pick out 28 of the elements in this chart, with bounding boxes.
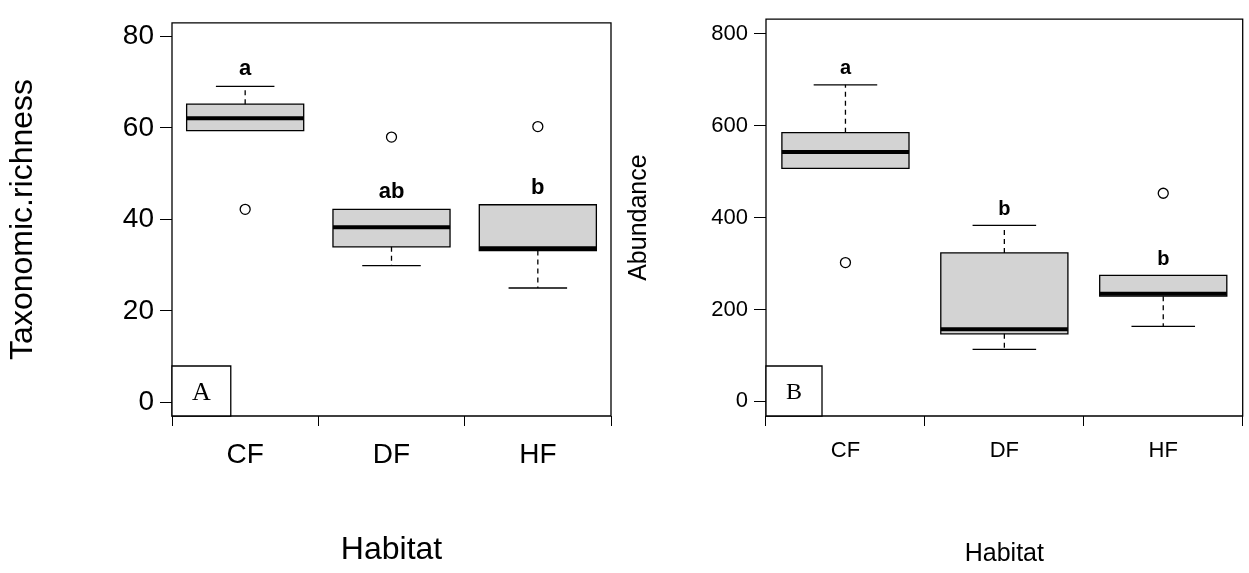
y-axis-title: Abundance xyxy=(622,154,651,281)
x-tick-label: DF xyxy=(372,437,411,469)
x-tick-label: HF xyxy=(1148,437,1178,463)
y-axis-title: Taxonomic.richness xyxy=(3,78,40,360)
y-tick-label: 0 xyxy=(138,385,154,416)
y-tick-label: 40 xyxy=(122,202,154,234)
x-axis-title: Habitat xyxy=(964,537,1045,566)
y-tick-label: 0 xyxy=(735,387,748,413)
y-tick-label: 60 xyxy=(122,110,154,142)
x-tick-label: DF xyxy=(989,437,1020,463)
annotation: b xyxy=(531,173,545,199)
x-tick-label: HF xyxy=(519,437,557,469)
annotation: a xyxy=(839,56,852,79)
y-tick-label: 200 xyxy=(711,295,748,321)
y-tick-label: 80 xyxy=(122,19,154,51)
x-axis-title: Habitat xyxy=(340,529,443,566)
x-tick-label: CF xyxy=(226,437,264,469)
annotation: ab xyxy=(378,178,405,204)
annotation: a xyxy=(239,55,253,81)
annotation: A xyxy=(192,376,211,406)
annotation: b xyxy=(998,196,1011,219)
y-tick-label: 800 xyxy=(711,19,748,45)
y-tick-label: 20 xyxy=(122,293,154,325)
y-tick-label: 400 xyxy=(711,203,748,229)
annotation: b xyxy=(1157,246,1170,269)
annotation: B xyxy=(786,378,803,405)
x-tick-label: CF xyxy=(830,437,861,463)
y-tick-label: 600 xyxy=(711,111,748,137)
